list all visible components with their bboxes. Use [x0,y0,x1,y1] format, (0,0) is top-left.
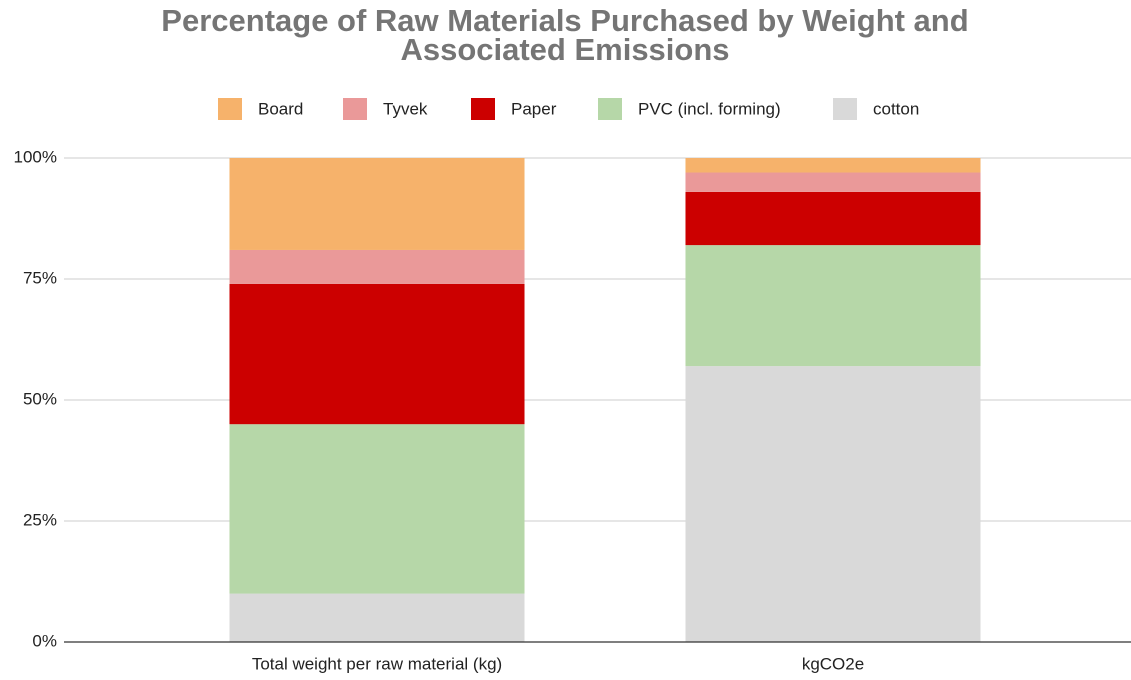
y-tick-label: 75% [23,268,57,287]
legend-label: Paper [511,99,557,118]
legend-label: PVC (incl. forming) [638,99,781,118]
legend-label: Board [258,99,303,118]
bar-segment [229,593,525,642]
y-tick-label: 50% [23,389,57,408]
legend-label: cotton [873,99,919,118]
legend-swatch [343,98,367,120]
legend-swatch [471,98,495,120]
x-tick-label: Total weight per raw material (kg) [252,654,502,673]
y-tick-label: 0% [32,631,57,650]
legend-swatch [598,98,622,120]
legend-swatch [833,98,857,120]
bar-segment [685,172,981,192]
legend-label: Tyvek [383,99,428,118]
y-tick-label: 100% [14,147,57,166]
x-tick-label: kgCO2e [802,654,864,673]
bar-segment [685,158,981,173]
bar-segment [229,249,525,284]
chart-title: Percentage of Raw Materials Purchased by… [161,3,969,67]
bar-segment [685,191,981,246]
y-tick-label: 25% [23,510,57,529]
bar-segment [685,366,981,642]
bar-segment [229,424,525,594]
bar-segment [229,158,525,250]
legend-swatch [218,98,242,120]
bar-segment [685,245,981,367]
bar-segment [229,283,525,425]
